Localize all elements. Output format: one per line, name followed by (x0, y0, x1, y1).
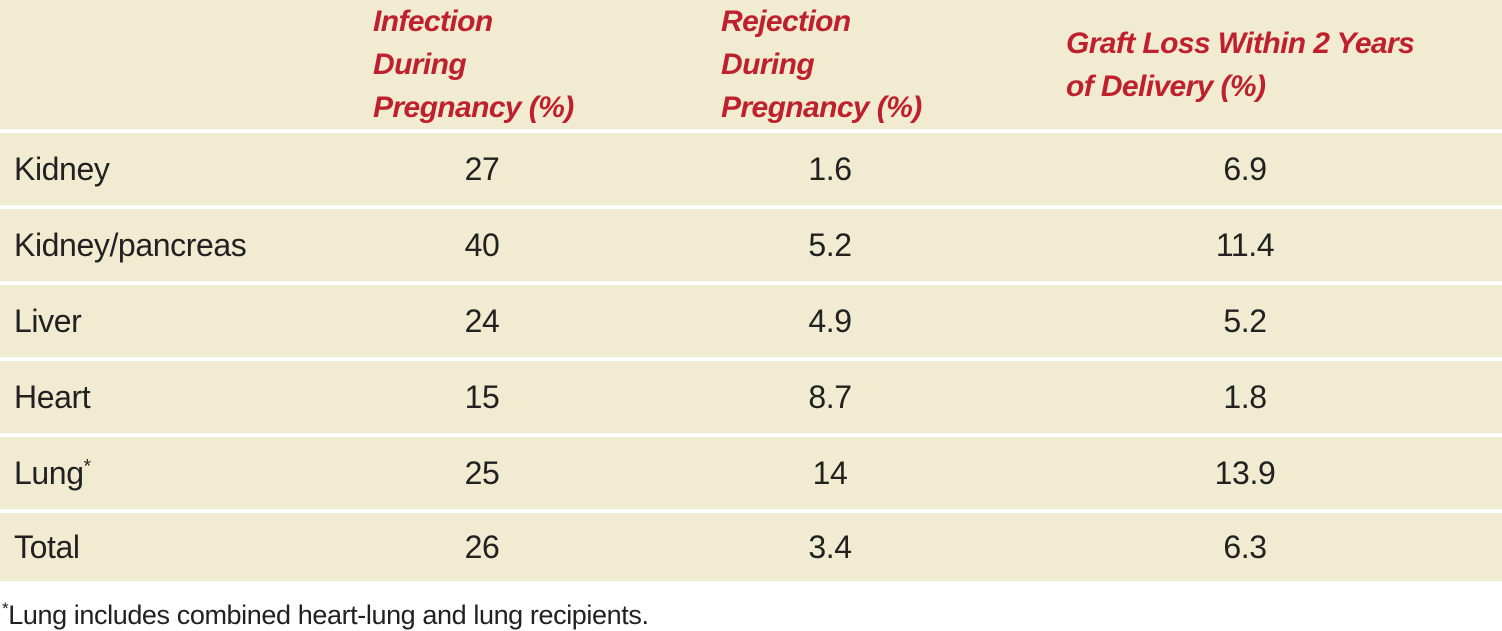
header-row: Infection During Pregnancy (%) Rejection… (0, 0, 1502, 131)
cell-heart-infection: 15 (364, 357, 600, 435)
cell-lung-rejection: 14 (600, 433, 1060, 511)
row-label-heart: Heart (0, 357, 364, 435)
cell-total-infection: 26 (364, 509, 600, 581)
col-header-organ (0, 0, 364, 131)
table-row-heart: Heart 15 8.7 1.8 (0, 357, 1502, 435)
col-header-graft-loss: Graft Loss Within 2 Years of Delivery (%… (1060, 0, 1430, 131)
cell-lung-infection: 25 (364, 433, 600, 511)
row-label-liver: Liver (0, 281, 364, 359)
cell-kidney-rejection: 1.6 (600, 129, 1060, 207)
transplant-outcomes-table: Infection During Pregnancy (%) Rejection… (0, 0, 1502, 581)
cell-liver-infection: 24 (364, 281, 600, 359)
cell-spacer (1430, 281, 1502, 359)
cell-total-graft-loss: 6.3 (1060, 509, 1430, 581)
table-row-kidney-pancreas: Kidney/pancreas 40 5.2 11.4 (0, 205, 1502, 283)
cell-spacer (1430, 509, 1502, 581)
cell-heart-rejection: 8.7 (600, 357, 1060, 435)
cell-kidney-infection: 27 (364, 129, 600, 207)
cell-kidney-graft-loss: 6.9 (1060, 129, 1430, 207)
row-label-text: Liver (14, 302, 82, 339)
cell-kidney-pancreas-rejection: 5.2 (600, 205, 1060, 283)
footnote-text: Lung includes combined heart-lung and lu… (8, 600, 649, 630)
col-header-spacer (1430, 0, 1502, 131)
cell-kidney-pancreas-graft-loss: 11.4 (1060, 205, 1430, 283)
cell-spacer (1430, 205, 1502, 283)
cell-liver-rejection: 4.9 (600, 281, 1060, 359)
table-footnote: *Lung includes combined heart-lung and l… (2, 599, 1502, 631)
row-label-total: Total (0, 509, 364, 581)
footnote-asterisk-marker: * (2, 599, 9, 618)
cell-spacer (1430, 129, 1502, 207)
col-header-rejection-label: Rejection During Pregnancy (%) (721, 5, 922, 124)
cell-total-rejection: 3.4 (600, 509, 1060, 581)
row-label-text: Heart (14, 378, 91, 415)
asterisk-marker: * (83, 455, 91, 477)
col-header-infection: Infection During Pregnancy (%) (364, 0, 600, 131)
row-label-text: Kidney (14, 150, 110, 187)
row-label-kidney-pancreas: Kidney/pancreas (0, 205, 364, 283)
col-header-infection-label: Infection During Pregnancy (%) (373, 5, 574, 124)
row-label-lung: Lung* (0, 433, 364, 511)
cell-spacer (1430, 357, 1502, 435)
table-row-lung: Lung* 25 14 13.9 (0, 433, 1502, 511)
row-label-kidney: Kidney (0, 129, 364, 207)
cell-heart-graft-loss: 1.8 (1060, 357, 1430, 435)
cell-spacer (1430, 433, 1502, 511)
row-label-text: Total (14, 528, 80, 565)
row-label-text: Kidney/pancreas (14, 226, 247, 263)
table-row-total: Total 26 3.4 6.3 (0, 509, 1502, 581)
cell-kidney-pancreas-infection: 40 (364, 205, 600, 283)
table-row-liver: Liver 24 4.9 5.2 (0, 281, 1502, 359)
table-row-kidney: Kidney 27 1.6 6.9 (0, 129, 1502, 207)
cell-liver-graft-loss: 5.2 (1060, 281, 1430, 359)
cell-lung-graft-loss: 13.9 (1060, 433, 1430, 511)
col-header-rejection: Rejection During Pregnancy (%) (600, 0, 1060, 131)
row-label-text: Lung (14, 454, 84, 491)
col-header-graft-loss-label: Graft Loss Within 2 Years of Delivery (%… (1066, 26, 1415, 103)
